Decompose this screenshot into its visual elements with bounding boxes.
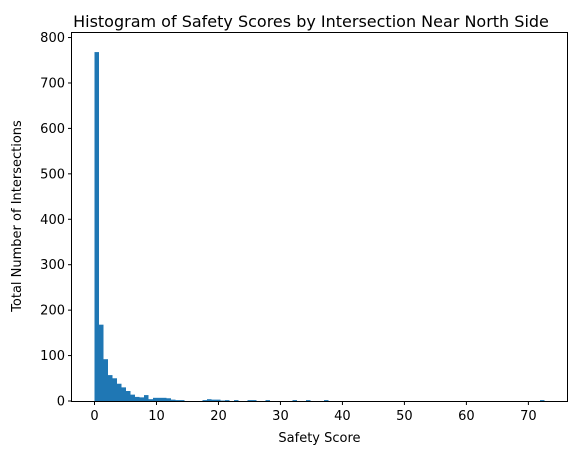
histogram-bar — [176, 400, 181, 401]
x-tick-label: 50 — [396, 409, 413, 424]
y-tick-label: 800 — [40, 31, 65, 46]
histogram-bar — [122, 387, 127, 401]
y-tick-label: 700 — [40, 76, 65, 91]
histogram-bar — [203, 400, 208, 401]
histogram-bar — [266, 400, 271, 401]
x-tick-label: 40 — [334, 409, 351, 424]
histogram-bar — [99, 325, 104, 401]
histogram-bar — [108, 375, 113, 401]
x-tick-label: 60 — [458, 409, 475, 424]
histogram-bar — [306, 400, 311, 401]
histogram-bar — [104, 359, 109, 401]
x-tick-label: 10 — [148, 409, 165, 424]
x-tick-label: 20 — [210, 409, 227, 424]
histogram-bar — [149, 399, 154, 401]
chart-title: Histogram of Safety Scores by Intersecti… — [73, 12, 549, 31]
x-tick-label: 30 — [272, 409, 289, 424]
y-tick-label: 300 — [40, 258, 65, 273]
histogram-bar — [212, 400, 217, 401]
y-tick-label: 0 — [57, 395, 65, 410]
y-tick-label: 600 — [40, 122, 65, 137]
y-tick-label: 200 — [40, 304, 65, 319]
histogram-bar — [158, 398, 163, 401]
histogram-bar — [167, 398, 172, 401]
histogram-bar — [117, 384, 122, 401]
histogram-bar — [180, 400, 185, 401]
histogram-bar — [135, 397, 140, 401]
histogram-bar — [95, 52, 100, 401]
histogram-bar — [540, 400, 545, 401]
histogram-bar — [126, 391, 131, 401]
histogram-bar — [207, 399, 212, 401]
y-axis-label: Total Number of Intersections — [10, 120, 25, 313]
histogram-bar — [144, 395, 149, 401]
y-tick-label: 400 — [40, 213, 65, 228]
histogram-bar — [225, 400, 230, 401]
x-tick-label: 0 — [90, 409, 98, 424]
histogram-bar — [324, 400, 329, 401]
histogram-bar — [131, 395, 136, 401]
y-tick-label: 500 — [40, 167, 65, 182]
y-tick-label: 100 — [40, 349, 65, 364]
histogram-bar — [248, 400, 253, 401]
x-tick-label: 70 — [520, 409, 537, 424]
histogram-bar — [162, 398, 167, 401]
histogram-bar — [113, 378, 118, 401]
x-axis-label: Safety Score — [278, 431, 360, 446]
histogram-bar — [140, 397, 145, 401]
histogram-bar — [293, 400, 298, 401]
histogram-bar — [171, 400, 176, 401]
histogram-bar — [252, 400, 257, 401]
histogram-bar — [234, 400, 239, 401]
histogram-bar — [216, 400, 221, 401]
histogram-bar — [153, 398, 158, 401]
